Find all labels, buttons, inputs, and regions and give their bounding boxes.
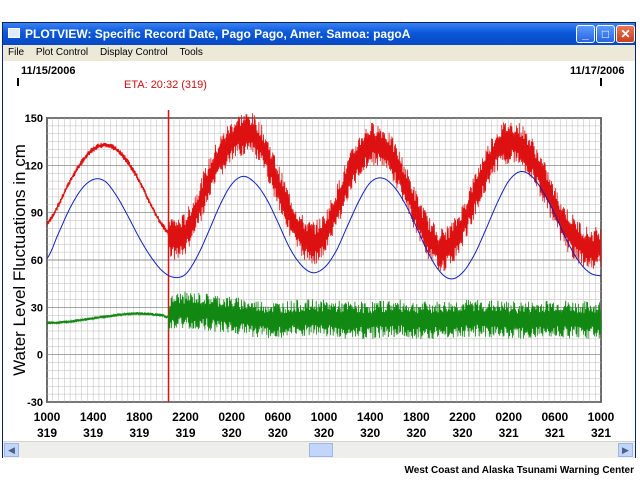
x-tick-time-label: 0600 — [264, 410, 291, 424]
close-button[interactable]: ✕ — [616, 25, 635, 43]
x-tick-time-label: 1000 — [311, 410, 338, 424]
x-tick-day-label: 320 — [314, 426, 334, 440]
scroll-thumb[interactable] — [309, 443, 333, 457]
menu-plot-control[interactable]: Plot Control — [35, 47, 89, 58]
x-tick-time-label: 2200 — [449, 410, 476, 424]
residual-series-line — [46, 291, 602, 340]
x-tick-time-label: 1400 — [357, 410, 384, 424]
y-axis-label: Water Level Fluctuations in cm — [10, 144, 29, 376]
x-tick-day-label: 319 — [175, 426, 195, 440]
x-tick-time-label: 1000 — [588, 410, 615, 424]
title-bar[interactable]: PLOTVIEW: Specific Record Date, Pago Pag… — [3, 23, 635, 45]
y-tick-label: 90 — [31, 208, 43, 220]
menu-tools[interactable]: Tools — [179, 47, 203, 58]
x-tick-day-label: 321 — [499, 426, 519, 440]
y-tick-label: -30 — [27, 397, 43, 409]
predicted-series-line — [46, 171, 602, 280]
horizontal-scrollbar[interactable]: ◀ ▶ — [3, 441, 635, 458]
observed-series-line — [46, 113, 602, 272]
x-tick-time-label: 0600 — [541, 410, 568, 424]
y-tick-label: 120 — [25, 160, 43, 172]
menu-bar: File Plot Control Display Control Tools — [3, 45, 635, 61]
x-tick-time-label: 1800 — [126, 410, 153, 424]
x-tick-day-label: 320 — [222, 426, 242, 440]
x-tick-day-label: 321 — [591, 426, 611, 440]
x-tick-day-label: 320 — [360, 426, 380, 440]
x-tick-day-label: 319 — [37, 426, 57, 440]
scroll-left-arrow-icon[interactable]: ◀ — [4, 443, 19, 457]
window-title: PLOTVIEW: Specific Record Date, Pago Pag… — [25, 27, 411, 41]
x-tick-day-label: 319 — [129, 426, 149, 440]
y-tick-label: 150 — [25, 113, 43, 125]
menu-file[interactable]: File — [8, 47, 25, 58]
x-tick-day-label: 321 — [545, 426, 565, 440]
eta-label: ETA: 20:32 (319) — [124, 79, 207, 91]
plot-area: 11/15/2006 11/17/2006 ETA: 20:32 (319) 1… — [3, 61, 635, 441]
x-tick-time-label: 1800 — [403, 410, 430, 424]
scroll-right-arrow-icon[interactable]: ▶ — [618, 443, 633, 457]
maximize-button[interactable]: □ — [596, 25, 615, 43]
x-tick-day-label: 320 — [406, 426, 426, 440]
x-tick-day-label: 320 — [268, 426, 288, 440]
x-tick-time-label: 0200 — [495, 410, 522, 424]
menu-display-control[interactable]: Display Control — [99, 47, 168, 58]
y-tick-label: 0 — [37, 350, 43, 362]
x-tick-time-label: 1000 — [34, 410, 61, 424]
x-tick-day-label: 319 — [83, 426, 103, 440]
y-tick-label: 60 — [31, 255, 43, 267]
plotview-window: PLOTVIEW: Specific Record Date, Pago Pag… — [2, 22, 636, 458]
end-date: 11/17/2006 — [570, 65, 625, 77]
start-date: 11/15/2006 — [21, 65, 76, 77]
water-level-chart: 150 120 90 60 30 0 -30 Water Level Fluctuations… — [10, 78, 615, 440]
x-tick-time-label: 1400 — [80, 410, 107, 424]
x-tick-time-label: 2200 — [172, 410, 199, 424]
y-tick-label: 30 — [31, 302, 43, 314]
footer-credit: West Coast and Alaska Tsunami Warning Ce… — [404, 465, 635, 476]
minimize-button[interactable]: _ — [576, 25, 595, 43]
app-icon — [8, 28, 20, 38]
x-tick-time-label: 0200 — [218, 410, 245, 424]
x-tick-day-label: 320 — [452, 426, 472, 440]
